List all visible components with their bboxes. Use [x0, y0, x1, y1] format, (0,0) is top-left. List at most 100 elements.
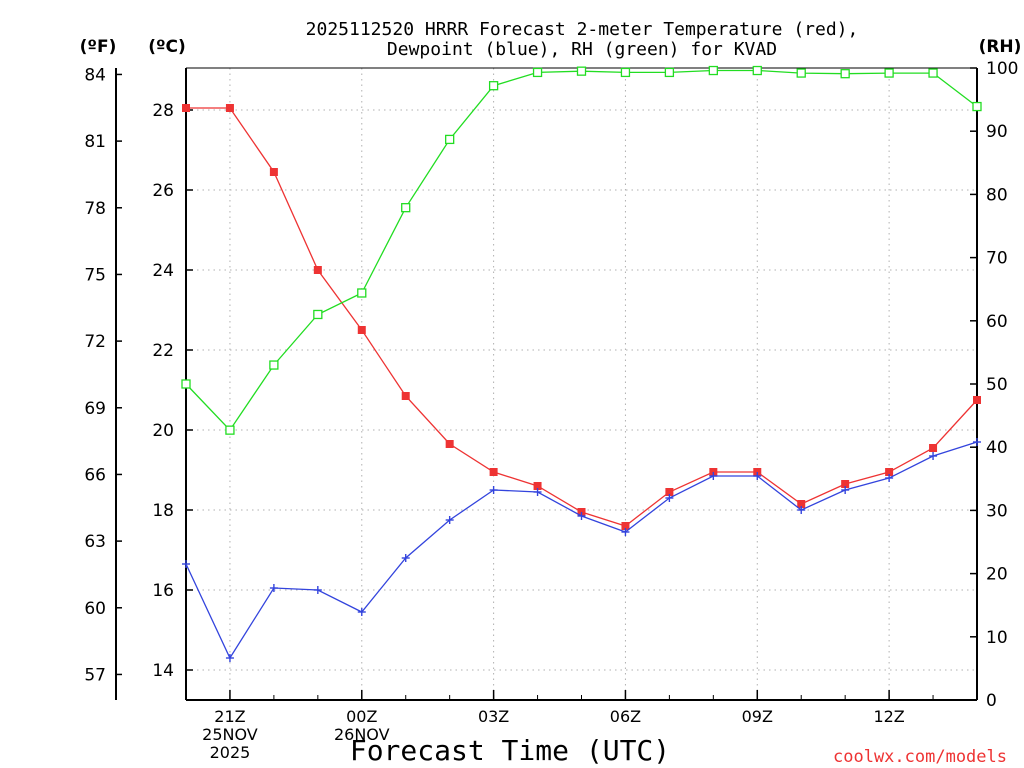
rh-point — [488, 81, 499, 91]
rh-point — [225, 425, 235, 435]
rh-point — [445, 134, 455, 145]
temperature-point — [269, 168, 278, 176]
dewpoint-point — [665, 494, 674, 502]
celsius-tick-label: 14 — [152, 661, 174, 681]
x-tick-label: 12Z — [873, 707, 904, 726]
rh-tick-label: 40 — [986, 438, 1008, 458]
rh-tick-label: 90 — [986, 122, 1008, 142]
rh-tick-label: 80 — [986, 185, 1008, 205]
chart-title-line2: Dewpoint (blue), RH (green) for KVAD — [387, 39, 777, 60]
rh-point — [972, 101, 982, 112]
dewpoint-point — [621, 528, 630, 536]
rh-tick-label: 30 — [986, 501, 1008, 521]
celsius-tick-label: 20 — [152, 421, 174, 441]
x-tick-label: 25NOV — [202, 725, 258, 744]
series — [181, 65, 982, 662]
celsius-tick-label: 18 — [152, 501, 174, 521]
dewpoint-point — [577, 512, 586, 520]
fahrenheit-tick-label: 72 — [84, 332, 106, 352]
celsius-unit-label: (ºC) — [148, 37, 186, 57]
dewpoint-point — [533, 488, 542, 496]
fahrenheit-tick-label: 66 — [84, 465, 106, 485]
rh-point — [357, 288, 367, 298]
watermark: coolwx.com/models — [833, 747, 1007, 767]
x-axis-title: Forecast Time (UTC) — [350, 734, 670, 767]
fahrenheit-tick-label: 81 — [84, 132, 106, 152]
rh-tick-label: 60 — [986, 312, 1008, 332]
rh-point — [664, 67, 675, 78]
temperature-point — [665, 488, 674, 496]
fahrenheit-tick-label: 78 — [84, 199, 106, 219]
dewpoint-point — [973, 438, 981, 446]
dewpoint-point — [885, 474, 894, 482]
temperature-point — [225, 104, 234, 112]
rh-point — [269, 360, 279, 370]
rh-point — [840, 69, 850, 79]
dewpoint-point — [182, 560, 190, 568]
dewpoint-point — [709, 472, 718, 480]
temperature-point — [621, 522, 630, 530]
rh-point — [620, 67, 631, 78]
temperature-point — [533, 482, 542, 490]
rh-point — [752, 65, 762, 76]
rh-point — [532, 67, 543, 78]
fahrenheit-tick-label: 63 — [84, 532, 106, 552]
temperature-point — [313, 266, 322, 274]
x-tick-label: 2025 — [210, 743, 251, 762]
rh-tick-label: 70 — [986, 249, 1008, 269]
rh-point — [313, 309, 323, 320]
rh-point — [181, 379, 191, 389]
dewpoint-point — [489, 486, 498, 494]
x-tick-label: 03Z — [478, 707, 509, 726]
rh-point — [708, 65, 718, 76]
celsius-tick-label: 26 — [152, 181, 174, 201]
axes: 57 60 63 66 69 72 75 78 81 84 14 16 18 20 22 24 26 28 0 10 2… — [84, 59, 1018, 762]
fahrenheit-tick-label: 69 — [84, 399, 106, 419]
chart-title-line1: 2025112520 HRRR Forecast 2-meter Tempera… — [306, 19, 859, 40]
rh-unit-label: (RH) — [979, 37, 1022, 57]
temperature-point — [885, 468, 894, 476]
temperature-point — [357, 326, 366, 334]
temperature-point — [182, 104, 190, 112]
rh-point — [576, 66, 587, 76]
dewpoint-point — [225, 654, 234, 662]
dewpoint-point — [797, 506, 806, 514]
dewpoint-point — [929, 452, 938, 460]
fahrenheit-tick-label: 60 — [84, 599, 106, 619]
rh-tick-label: 100 — [986, 59, 1018, 79]
temperature-point — [401, 392, 410, 400]
temperature-point — [489, 468, 498, 476]
rh-tick-label: 20 — [986, 565, 1008, 585]
temperature-point — [973, 396, 981, 404]
temperature-point — [929, 444, 938, 452]
temperature-point — [797, 500, 806, 508]
fahrenheit-tick-label: 84 — [84, 65, 106, 85]
dewpoint-point — [401, 554, 410, 562]
rh-point — [928, 68, 938, 78]
temperature-point — [841, 480, 850, 488]
x-tick-label: 09Z — [742, 707, 773, 726]
rh-point — [796, 68, 806, 78]
fahrenheit-tick-label: 57 — [84, 665, 106, 685]
dewpoint-point — [445, 516, 454, 524]
temperature-point — [445, 440, 454, 448]
celsius-tick-label: 28 — [152, 101, 174, 121]
dewpoint-point — [269, 584, 278, 592]
x-tick-label: 06Z — [610, 707, 641, 726]
fahrenheit-unit-label: (ºF) — [80, 37, 117, 57]
dewpoint-point — [313, 586, 322, 594]
x-tick-label: 21Z — [214, 707, 245, 726]
dewpoint-point — [753, 472, 762, 480]
rh-point — [401, 203, 411, 213]
dewpoint-point — [357, 608, 366, 616]
celsius-tick-label: 24 — [152, 261, 174, 281]
rh-tick-label: 0 — [986, 691, 997, 711]
rh-tick-label: 50 — [986, 375, 1008, 395]
x-tick-label: 00Z — [346, 707, 377, 726]
rh-tick-label: 10 — [986, 628, 1008, 648]
grid — [186, 68, 977, 700]
celsius-tick-label: 22 — [152, 341, 174, 361]
rh-point — [884, 68, 894, 78]
